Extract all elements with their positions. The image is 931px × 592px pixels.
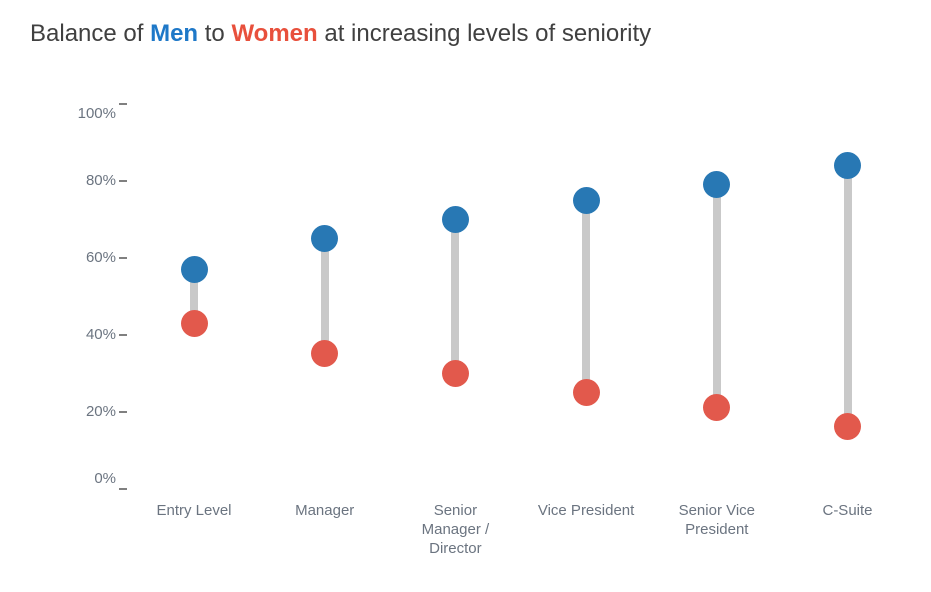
x-axis-category-label: C-Suite	[822, 502, 873, 519]
y-axis-tick	[119, 103, 127, 105]
dumbbell-connector	[582, 200, 591, 393]
men-dot	[180, 255, 208, 283]
chart-title: Balance of Men to Women at increasing le…	[30, 20, 651, 48]
y-axis-tick	[119, 410, 127, 413]
title-text-mid: to	[198, 20, 232, 47]
x-axis-category-label: Vice President	[537, 502, 635, 519]
women-dot	[180, 309, 208, 337]
dumbbell-connector	[190, 269, 198, 324]
title-men-highlight: Men	[150, 20, 199, 47]
men-dot	[311, 225, 339, 253]
y-axis-tick-label: 60%	[85, 248, 116, 266]
y-axis-tick-label: 20%	[85, 402, 116, 420]
women-dot	[572, 378, 600, 406]
y-axis-tick-label: 80%	[85, 171, 116, 189]
men-dot	[703, 171, 731, 199]
dumbbell-connector	[843, 165, 852, 427]
women-dot	[311, 340, 339, 368]
x-axis-category-label: Manager	[295, 502, 355, 519]
women-dot	[703, 394, 731, 422]
y-axis-tick-label: 0%	[94, 469, 116, 487]
y-axis-tick	[119, 256, 127, 259]
women-dot	[834, 413, 861, 441]
x-axis-category-label: Senior Vice President	[678, 502, 756, 538]
title-text-suffix: at increasing levels of seniority	[317, 20, 652, 47]
y-axis-tick-label: 100%	[77, 105, 116, 122]
dumbbell-connector	[320, 238, 329, 354]
y-axis-tick	[119, 487, 127, 490]
dumbbell-connector	[712, 184, 721, 408]
dumbbell-connector	[451, 219, 460, 374]
title-women-highlight: Women	[231, 20, 318, 47]
x-axis-category-label: Entry Level	[156, 502, 232, 519]
y-axis-tick	[119, 179, 127, 182]
title-text-prefix: Balance of	[30, 20, 151, 47]
y-axis-tick	[119, 333, 127, 336]
women-dot	[441, 359, 469, 387]
men-dot	[441, 205, 469, 233]
men-dot	[834, 152, 861, 180]
x-axis-category-label: Senior Manager / Director	[421, 502, 490, 557]
y-axis-tick-label: 40%	[85, 325, 116, 343]
men-dot	[572, 186, 600, 214]
